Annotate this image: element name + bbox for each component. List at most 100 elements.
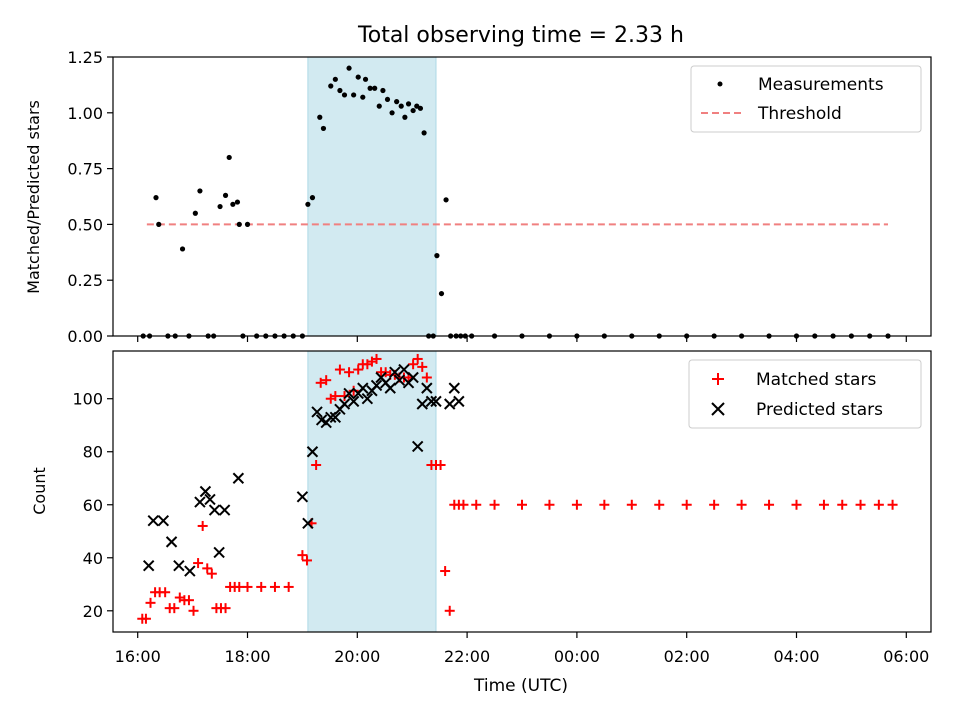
matched-star-point [837,499,848,510]
top-y-axis-label: Matched/Predicted stars [24,100,43,294]
measurement-point [351,92,357,98]
predicted-star-point [204,493,216,506]
predicted-star-point [302,517,314,530]
measurement-point [309,195,316,201]
measurement-point [434,253,440,259]
top-shaded-interval [307,56,437,337]
matched-star-point [160,587,171,598]
predicted-star-point [306,446,319,458]
legend-threshold-label: Threshold [757,104,842,124]
matched-star-point [626,499,637,510]
measurement-point [337,87,343,94]
measurement-point [236,221,242,227]
matched-star-point [145,597,156,608]
top-panel: 0.00 0.25 0.50 0.75 1.00 1.25 Matched/Predict… [24,48,932,346]
predicted-star-point [142,560,155,572]
predicted-star-point [398,363,410,376]
matched-star-point [709,499,720,510]
predicted-star-point [430,395,442,408]
predicted-star-point [347,395,360,408]
measurement-point [402,114,408,120]
measurement-point [341,92,348,98]
matched-star-point [242,581,253,592]
matched-star-point [297,550,308,561]
matched-star-point [256,581,267,592]
predicted-star-point [407,371,419,384]
predicted-star-point [213,546,225,559]
predicted-star-point [448,382,460,394]
matched-star-point [197,520,208,531]
top-y-tick-label: 1.00 [67,104,103,123]
predicted-star-point [357,382,369,394]
matched-star-point [193,558,204,569]
predicted-star-point [370,379,383,392]
measurement-point [244,221,251,227]
predicted-star-point [416,398,428,410]
matched-star-point [489,499,500,510]
matched-star-point [855,499,866,510]
measurement-point [443,197,449,203]
matched-star-point [517,499,527,510]
measurement-point [320,125,327,132]
bottom-marks [137,353,898,624]
matched-star-point [353,364,364,375]
measurement-point [362,76,369,82]
predicted-star-point [165,536,178,548]
matched-star-point [791,499,802,510]
matched-star-point [471,499,482,510]
matched-star-point [371,353,382,364]
bottom-panel: 20 40 60 80 100 16:00 18:00 20:00 22:00 00:00 02:0… [30,350,932,666]
predicted-star-point [157,514,170,527]
predicted-star-point [296,491,309,503]
predicted-star-point [411,440,424,453]
matched-star-point [321,375,332,386]
top-y-tick-label: 0.25 [67,271,103,290]
measurement-point [394,99,400,105]
bottom-axes-frame [112,350,932,633]
bottom-axes: 20 40 60 80 100 16:00 18:00 20:00 22:00 00:00 02:0… [72,390,929,666]
matched-star-point [435,459,446,470]
predicted-star-point [393,374,406,386]
measurement-point [179,246,186,252]
measurement-point [360,94,366,100]
measurement-point [192,210,198,216]
predicted-star-point [421,382,433,394]
matched-star-point [887,499,898,510]
matched-star-point [421,372,432,383]
x-axis-label: Time (UTC) [473,676,568,696]
legend-matched-label: Matched stars [756,370,876,390]
predicted-star-point [208,504,221,516]
x-tick-label: 06:00 [883,647,929,666]
predicted-star-point [453,395,465,408]
matched-star-point [440,566,451,577]
measurement-point [438,290,445,297]
measurement-point [217,203,223,210]
matched-star-point [220,603,231,614]
bottom-y-tick-label: 100 [72,390,103,409]
bottom-y-tick-label: 60 [83,496,103,515]
measurement-point [410,107,416,114]
predicted-star-point [232,472,245,484]
matched-star-point [873,499,884,510]
top-y-tick-label: 0.50 [67,215,103,234]
matched-star-point [417,361,428,372]
matched-star-point [315,377,326,388]
matched-star-point [206,568,217,579]
matched-star-point [408,359,419,370]
predicted-star-point [311,406,323,418]
x-tick-label: 18:00 [224,647,270,666]
predicted-star-point [194,496,206,508]
top-axes: 0.00 0.25 0.50 0.75 1.00 1.25 [67,48,907,346]
measurement-point [153,195,159,201]
matched-star-point [412,353,423,364]
predicted-star-point [361,393,374,405]
measurement-point [405,101,412,107]
measurement-point [398,103,404,109]
predicted-star-point [329,411,342,423]
x-tick-label: 04:00 [773,647,819,666]
bottom-legend: Matched stars Predicted stars [688,359,922,429]
top-legend-box [690,65,922,133]
measurement-point [226,154,232,161]
predicted-star-point [444,398,456,410]
top-y-tick-label: 0.00 [67,327,103,346]
